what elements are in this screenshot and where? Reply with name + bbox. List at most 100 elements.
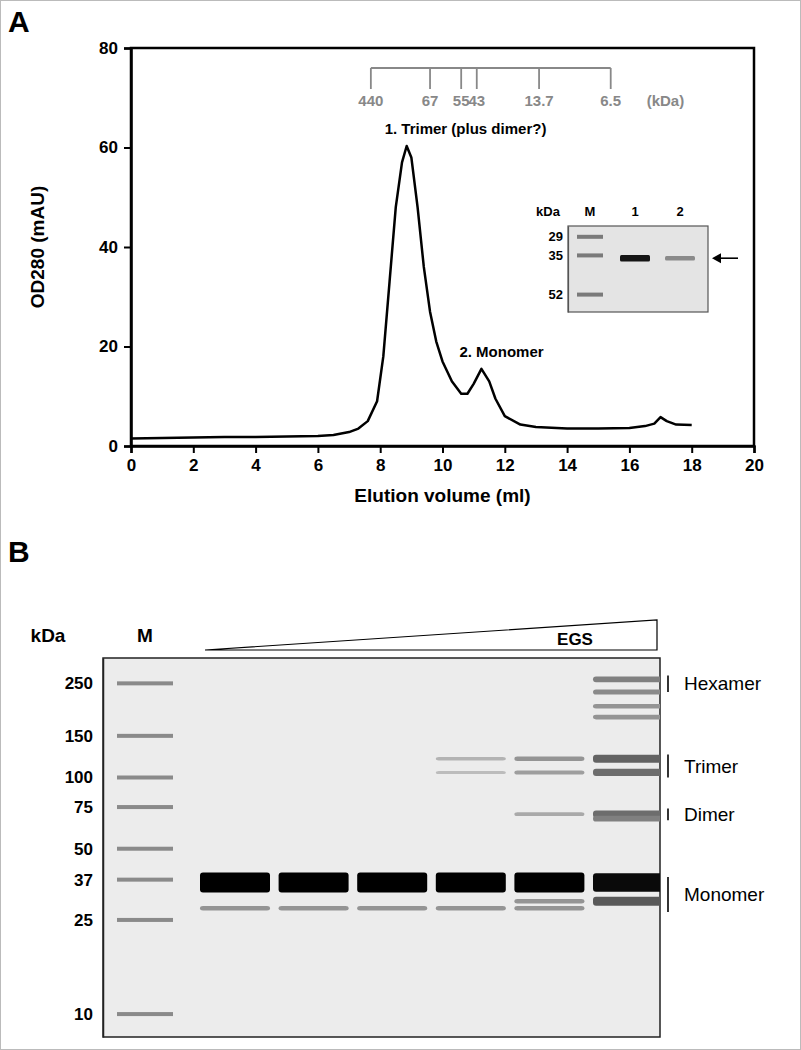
x-tick-mark — [255, 446, 257, 453]
x-tick: 14 — [558, 446, 577, 475]
inset-y-tick: 29 — [549, 229, 568, 244]
calibration-tick — [538, 68, 540, 89]
panel-b: B2501501007550372510kDaMEGSHexamerTrimer… — [8, 535, 765, 1038]
inset-arrow — [712, 253, 738, 263]
ladder-tick-label: 25 — [74, 911, 93, 930]
calibration-tick — [460, 68, 462, 89]
calibration-unit: (kDa) — [647, 92, 685, 109]
y-tick-label: 40 — [99, 238, 118, 257]
sample-band — [200, 872, 270, 892]
species-label: Monomer — [684, 884, 765, 905]
ladder-tick-label: 150 — [65, 727, 93, 746]
ladder-tick-label: 75 — [74, 798, 93, 817]
y-tick: 60 — [99, 138, 131, 157]
x-tick: 6 — [314, 446, 323, 475]
calibration-tick — [476, 68, 478, 89]
species-bracket — [667, 808, 669, 820]
x-tick-label: 14 — [558, 456, 577, 475]
x-tick: 8 — [376, 446, 385, 475]
y-axis-line — [124, 49, 132, 447]
y-tick-label: 60 — [99, 138, 118, 157]
ladder-axis: 250 150 100 75 50 37 25 10 — [65, 659, 104, 1038]
ladder-tick: 100 — [65, 768, 103, 787]
sample-band — [514, 872, 584, 892]
y-tick-mark — [124, 446, 131, 448]
inset-lane-label: M — [585, 204, 596, 219]
y-tick: 0 — [109, 437, 131, 456]
ladder-band — [577, 253, 603, 257]
sample-band — [514, 770, 584, 774]
sample-band — [593, 715, 660, 720]
inset-gel: 523529kDaM12 — [536, 204, 738, 313]
inset-lane-label: 2 — [676, 204, 683, 219]
panel-a: A02468101214161820020406080Elution volum… — [8, 5, 764, 506]
species-label: Trimer — [684, 756, 739, 777]
y-axis: 0 20 40 60 80 — [99, 39, 131, 456]
gel-bands — [117, 676, 660, 1016]
y-tick-mark — [124, 147, 131, 149]
sample-band — [436, 771, 506, 774]
ladder-band — [117, 681, 173, 685]
inset-y-tick: 35 — [549, 248, 568, 263]
x-tick: 18 — [683, 446, 702, 475]
y-tick-label: 20 — [99, 337, 118, 356]
y-tick-label: 80 — [99, 39, 118, 58]
ladder-tick-label: 250 — [65, 674, 93, 693]
species-bracket — [667, 755, 669, 778]
ladder-band — [117, 847, 173, 851]
calibration-line — [371, 67, 611, 69]
gel-background — [103, 658, 660, 1037]
species-bracket — [667, 675, 669, 691]
ladder-tick: 37 — [74, 871, 103, 890]
treatment-wedge — [205, 620, 657, 650]
inset-unit: kDa — [536, 204, 561, 219]
y-tick-mark — [124, 48, 131, 50]
sample-band — [593, 897, 660, 906]
ladder-band — [117, 1012, 173, 1016]
x-tick-mark — [754, 446, 756, 453]
panel-label: A — [8, 5, 30, 38]
x-tick-label: 20 — [745, 456, 764, 475]
inset-gel-background — [568, 226, 708, 312]
inset-y-tick-label: 29 — [549, 229, 563, 244]
x-tick-mark — [442, 446, 444, 453]
calibration-tick — [429, 68, 431, 89]
sample-band — [279, 872, 349, 892]
y-tick-mark — [124, 346, 131, 348]
calibration-label: 67 — [422, 92, 439, 109]
x-tick-mark — [193, 446, 195, 453]
calibration-label: 55 — [453, 92, 470, 109]
x-tick-label: 0 — [127, 456, 136, 475]
species-bracket — [667, 877, 669, 912]
sample-band — [514, 906, 584, 911]
sample-band — [357, 872, 427, 892]
x-tick: 0 — [127, 446, 136, 475]
ladder-tick-label: 50 — [74, 840, 93, 859]
figure-border — [1, 1, 801, 1050]
ladder-band — [117, 734, 173, 738]
ladder-tick: 50 — [74, 840, 103, 859]
inset-y-tick-label: 35 — [549, 248, 563, 263]
ladder-band — [117, 918, 173, 922]
ladder-tick: 75 — [74, 798, 103, 817]
calibration-label: 43 — [468, 92, 485, 109]
x-tick-label: 12 — [496, 456, 515, 475]
ladder-tick: 25 — [74, 911, 103, 930]
inset-y-axis: 523529 — [549, 227, 569, 313]
y-tick: 80 — [99, 39, 131, 58]
calibration-scale: 44067554313.76.5(kDa) — [358, 68, 684, 109]
calibration-label: 13.7 — [524, 92, 553, 109]
sample-band — [593, 704, 660, 709]
y-tick: 40 — [99, 238, 131, 257]
sample-band — [436, 872, 506, 892]
x-tick-mark — [629, 446, 631, 453]
calibration-tick — [370, 68, 372, 89]
sample-band — [620, 255, 650, 262]
sample-band — [514, 899, 584, 904]
ladder-tick-label: 10 — [74, 1005, 93, 1024]
ladder-band — [117, 878, 173, 882]
x-tick-label: 8 — [376, 456, 385, 475]
ladder-tick: 250 — [65, 674, 103, 693]
sample-band — [593, 873, 660, 891]
x-tick-mark — [691, 446, 693, 453]
